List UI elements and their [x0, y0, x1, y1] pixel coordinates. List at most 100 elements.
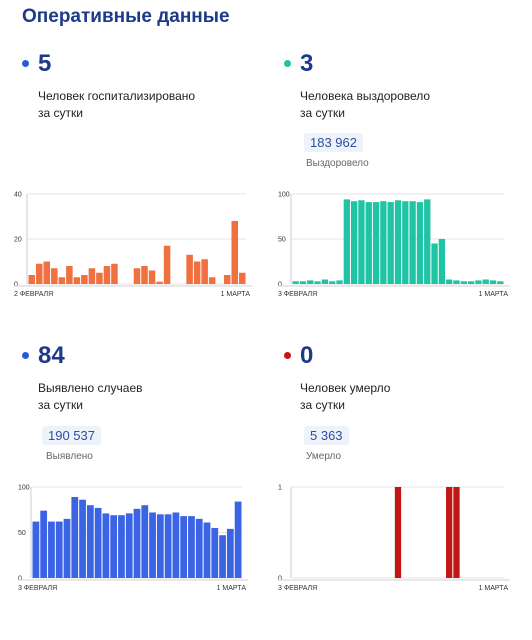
bar: [203, 522, 211, 578]
bar: [156, 281, 163, 284]
recovered-chart: 0 50 100 3 ФЕВРАЛЯ 1 МАРТА: [278, 192, 510, 298]
bar: [32, 521, 40, 578]
recovered-value: 3: [300, 50, 314, 77]
hospitalized-label-line1: Человек госпитализировано: [38, 89, 196, 103]
deaths-total-label: Умерло: [306, 451, 342, 462]
recovered-label: Человека выздоровело за сутки: [300, 88, 520, 122]
bar: [358, 200, 365, 284]
bar: [446, 487, 453, 578]
y-tick-label: 100: [278, 192, 290, 199]
bar: [438, 239, 446, 284]
bar: [409, 201, 416, 284]
y-tick-label: 100: [18, 485, 30, 492]
bar: [51, 268, 58, 284]
recovered-total-label: Выздоровело: [306, 158, 369, 169]
bar: [66, 266, 73, 284]
bar: [387, 202, 394, 284]
x-end-label: 1 МАРТА: [479, 585, 509, 592]
deaths-total: 5 363: [304, 426, 349, 445]
bar: [118, 515, 125, 578]
bar: [307, 280, 314, 284]
bar: [81, 275, 88, 284]
panel-detected: 84 Выявлено случаев за сутки 190 537 Выя…: [0, 340, 262, 640]
bar: [188, 516, 195, 578]
bar: [431, 243, 438, 284]
bar: [96, 272, 103, 284]
bar: [299, 281, 307, 284]
bar: [28, 275, 36, 284]
deaths-dot: [284, 352, 291, 359]
y-tick-label: 50: [278, 237, 286, 244]
bar: [292, 281, 299, 284]
bar: [219, 535, 226, 578]
x-end-label: 1 МАРТА: [221, 291, 251, 298]
bar: [489, 280, 497, 284]
bar: [350, 201, 358, 284]
bar: [321, 279, 329, 284]
bar: [365, 202, 372, 284]
bar: [231, 221, 238, 284]
bar: [211, 527, 219, 578]
bar: [424, 199, 431, 284]
panel-recovered: 3 Человека выздоровело за сутки 183 962 …: [266, 42, 528, 342]
bar: [467, 281, 475, 284]
bar: [180, 516, 188, 578]
bar: [55, 521, 63, 578]
hospitalized-label: Человек госпитализировано за сутки: [38, 88, 258, 122]
detected-label-line2: за сутки: [38, 398, 83, 412]
bar: [226, 528, 234, 578]
bar: [102, 513, 110, 578]
bar: [133, 508, 141, 578]
bar: [141, 505, 149, 578]
detected-total: 190 537: [42, 426, 101, 445]
bar: [238, 272, 246, 284]
detected-dot: [22, 352, 29, 359]
bar: [446, 279, 453, 284]
detected-total-label: Выявлено: [46, 451, 93, 462]
bar: [195, 518, 203, 578]
x-start-label: 2 ФЕВРАЛЯ: [14, 291, 53, 298]
bar: [156, 514, 164, 578]
bar: [453, 487, 460, 578]
hospitalized-chart: 0 20 40 2 ФЕВРАЛЯ 1 МАРТА: [14, 192, 252, 298]
y-tick-label: 0: [14, 282, 18, 289]
bar: [234, 501, 242, 578]
bar: [133, 268, 141, 284]
page-title: Оперативные данные: [22, 6, 230, 27]
bar: [43, 261, 51, 284]
hospitalized-value: 5: [38, 50, 52, 77]
bar: [336, 280, 343, 284]
bar: [372, 202, 380, 284]
panel-hospitalized: 5 Человек госпитализировано за сутки: [0, 42, 262, 342]
bar: [148, 270, 156, 284]
deaths-label-line2: за сутки: [300, 398, 345, 412]
bar: [141, 266, 148, 284]
y-tick-label: 1: [278, 485, 282, 492]
recovered-total: 183 962: [304, 133, 363, 152]
bar: [186, 254, 193, 284]
detected-value: 84: [38, 342, 65, 369]
x-start-label: 3 ФЕВРАЛЯ: [278, 585, 317, 592]
recovered-dot: [284, 60, 291, 67]
bar: [110, 515, 118, 578]
bar: [172, 512, 180, 578]
bar: [314, 281, 321, 284]
bar: [71, 497, 79, 578]
x-start-label: 3 ФЕВРАЛЯ: [18, 585, 57, 592]
bar: [475, 280, 482, 284]
bar: [482, 279, 489, 284]
y-tick-label: 0: [278, 576, 282, 583]
hospitalized-dot: [22, 60, 29, 67]
bar: [63, 518, 71, 578]
bar: [88, 268, 96, 284]
bar: [453, 280, 460, 284]
detected-label: Выявлено случаев за сутки: [38, 380, 258, 414]
detected-chart: 0 50 100 3 ФЕВРАЛЯ 1 МАРТА: [18, 485, 248, 592]
deaths-label-line1: Человек умерло: [300, 381, 391, 395]
detected-label-line1: Выявлено случаев: [38, 381, 143, 395]
x-end-label: 1 МАРТА: [479, 291, 509, 298]
deaths-chart: 0 1 3 ФЕВРАЛЯ 1 МАРТА: [278, 485, 510, 592]
bar: [380, 201, 387, 284]
bar: [416, 202, 424, 284]
x-start-label: 3 ФЕВРАЛЯ: [278, 291, 317, 298]
